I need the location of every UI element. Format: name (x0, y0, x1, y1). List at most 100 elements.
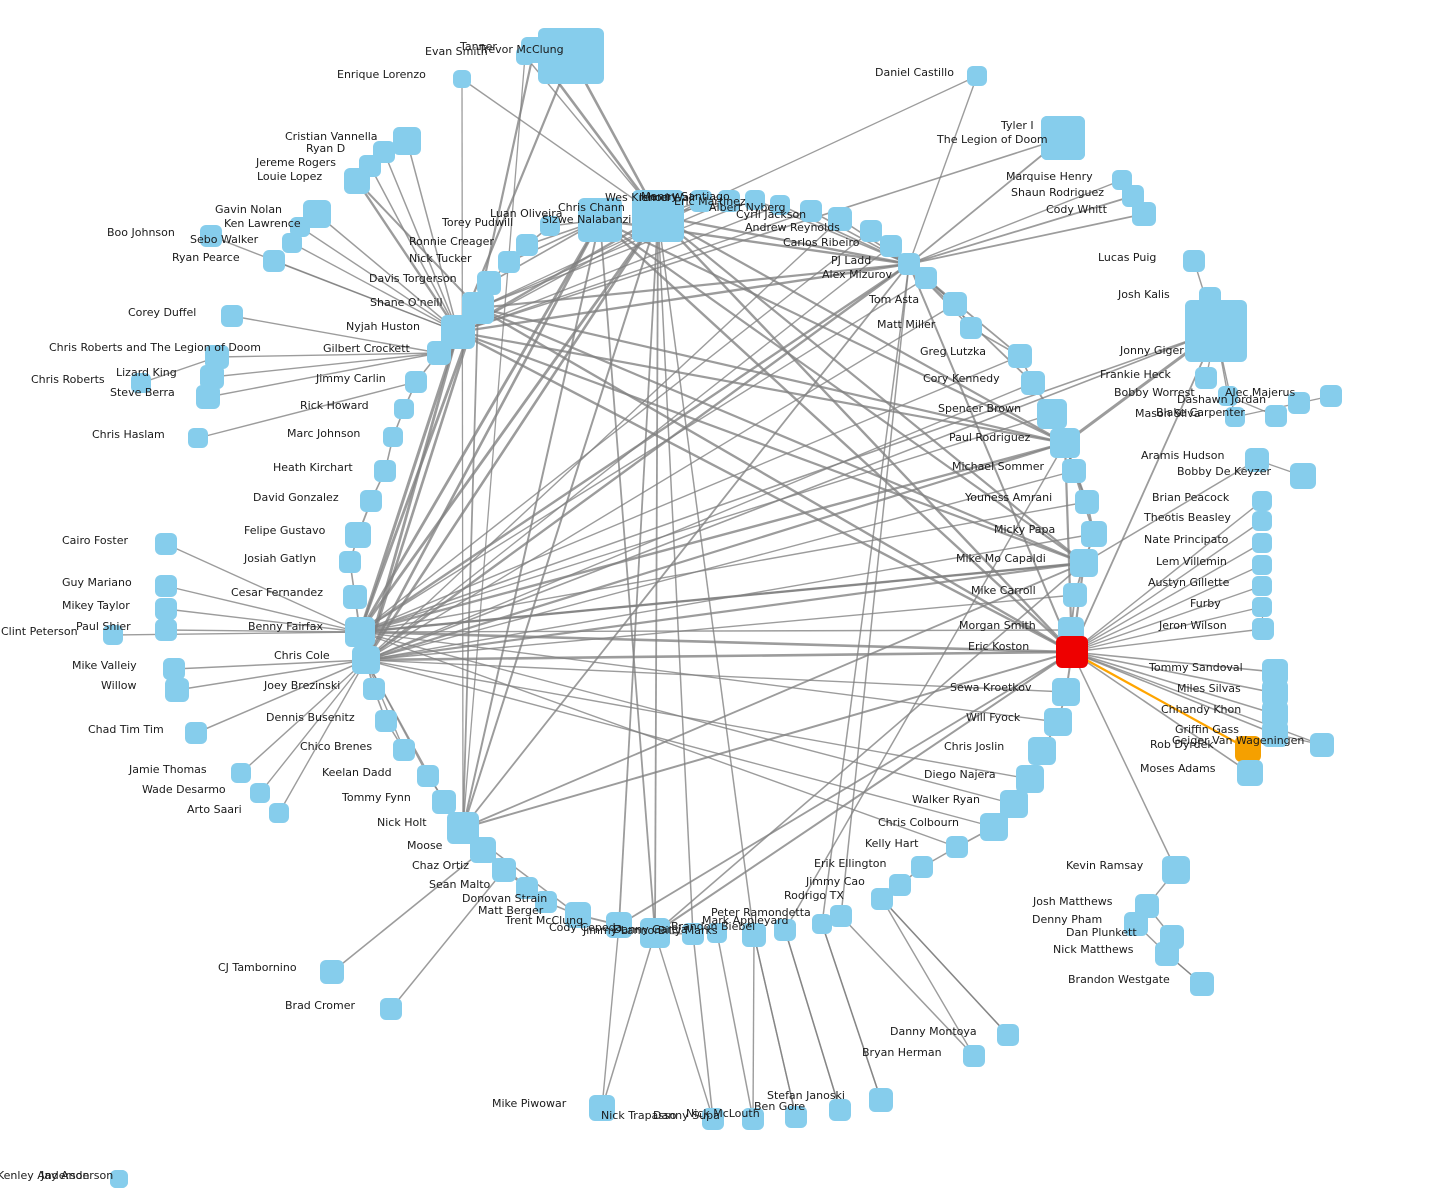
graph-node[interactable] (889, 874, 911, 896)
graph-node[interactable] (165, 678, 189, 702)
graph-node[interactable] (196, 385, 220, 409)
graph-node[interactable] (200, 225, 222, 247)
graph-node[interactable] (383, 427, 403, 447)
graph-node[interactable] (1075, 490, 1099, 514)
graph-node[interactable] (1062, 459, 1086, 483)
graph-node[interactable] (1021, 371, 1045, 395)
graph-node[interactable] (869, 1088, 893, 1112)
graph-node[interactable] (185, 722, 207, 744)
graph-node[interactable] (427, 341, 451, 365)
graph-node[interactable] (702, 1108, 724, 1130)
graph-node[interactable] (374, 460, 396, 482)
graph-node[interactable] (498, 251, 520, 273)
graph-node[interactable] (1252, 618, 1274, 640)
graph-node[interactable] (538, 28, 604, 84)
graph-node[interactable] (131, 373, 151, 393)
graph-node[interactable] (963, 1045, 985, 1067)
graph-node[interactable] (1190, 972, 1214, 996)
graph-node[interactable] (250, 783, 270, 803)
graph-node[interactable] (1225, 407, 1245, 427)
graph-node[interactable] (282, 233, 302, 253)
graph-node[interactable] (1262, 721, 1288, 747)
graph-node[interactable] (828, 207, 852, 231)
graph-node[interactable] (860, 220, 882, 242)
graph-node[interactable] (477, 271, 501, 295)
graph-node[interactable] (155, 619, 177, 641)
graph-node[interactable] (812, 914, 832, 934)
graph-node[interactable] (1132, 202, 1156, 226)
graph-node[interactable] (343, 585, 367, 609)
graph-node[interactable] (745, 190, 765, 210)
graph-node[interactable] (960, 317, 982, 339)
graph-node[interactable] (911, 856, 933, 878)
graph-node[interactable] (1288, 392, 1310, 414)
graph-node[interactable] (1320, 385, 1342, 407)
graph-node[interactable] (1235, 736, 1261, 762)
graph-node[interactable] (110, 1170, 128, 1188)
graph-node[interactable] (155, 533, 177, 555)
graph-node[interactable] (1290, 463, 1316, 489)
graph-node[interactable] (1037, 399, 1067, 429)
graph-node[interactable] (516, 877, 538, 899)
graph-node[interactable] (829, 1099, 851, 1121)
graph-node[interactable] (103, 625, 123, 645)
graph-node[interactable] (320, 960, 344, 984)
graph-node[interactable] (1183, 250, 1205, 272)
graph-node[interactable] (1252, 511, 1272, 531)
graph-node[interactable] (632, 190, 684, 242)
graph-node[interactable] (898, 253, 920, 275)
graph-node[interactable] (221, 305, 243, 327)
graph-node[interactable] (363, 678, 385, 700)
graph-node[interactable] (1050, 428, 1080, 458)
graph-node[interactable] (880, 235, 902, 257)
graph-node[interactable] (188, 428, 208, 448)
graph-node[interactable] (1041, 116, 1085, 160)
graph-node[interactable] (1008, 344, 1032, 368)
graph-node[interactable] (774, 919, 796, 941)
graph-node[interactable] (943, 292, 967, 316)
graph-node[interactable] (742, 1108, 764, 1130)
graph-node[interactable] (380, 998, 402, 1020)
graph-node[interactable] (339, 551, 361, 573)
graph-node[interactable] (470, 837, 496, 863)
graph-node[interactable] (871, 888, 893, 910)
graph-node[interactable] (1044, 708, 1072, 736)
graph-node[interactable] (1155, 942, 1179, 966)
graph-node[interactable] (269, 803, 289, 823)
graph-node[interactable] (1122, 185, 1144, 207)
graph-node[interactable] (997, 1024, 1019, 1046)
graph-node[interactable] (1265, 405, 1287, 427)
graph-node[interactable] (1063, 583, 1087, 607)
graph-node[interactable] (946, 836, 968, 858)
graph-node[interactable] (800, 200, 822, 222)
graph-node[interactable] (578, 198, 622, 242)
graph-node[interactable] (1252, 576, 1272, 596)
graph-node[interactable] (1070, 549, 1098, 577)
graph-node[interactable] (915, 267, 937, 289)
graph-node[interactable] (1245, 448, 1269, 472)
graph-node[interactable] (263, 250, 285, 272)
graph-node[interactable] (565, 902, 591, 928)
graph-node[interactable] (155, 598, 177, 620)
graph-node[interactable] (742, 923, 766, 947)
graph-node[interactable] (1252, 491, 1272, 511)
graph-node[interactable] (1310, 733, 1334, 757)
graph-node[interactable] (1237, 760, 1263, 786)
graph-node[interactable] (770, 195, 790, 215)
graph-node[interactable] (516, 234, 538, 256)
graph-node[interactable] (453, 70, 471, 88)
graph-node[interactable] (303, 200, 331, 228)
graph-node[interactable] (1162, 856, 1190, 884)
graph-node[interactable] (393, 127, 421, 155)
graph-node[interactable] (1124, 912, 1148, 936)
graph-node[interactable] (1016, 765, 1044, 793)
graph-node[interactable] (535, 891, 557, 913)
graph-node[interactable] (967, 66, 987, 86)
graph-node[interactable] (360, 490, 382, 512)
graph-node[interactable] (606, 912, 632, 938)
graph-node[interactable] (375, 710, 397, 732)
graph-node[interactable] (980, 813, 1008, 841)
graph-node[interactable] (163, 658, 185, 680)
graph-node[interactable] (589, 1095, 615, 1121)
